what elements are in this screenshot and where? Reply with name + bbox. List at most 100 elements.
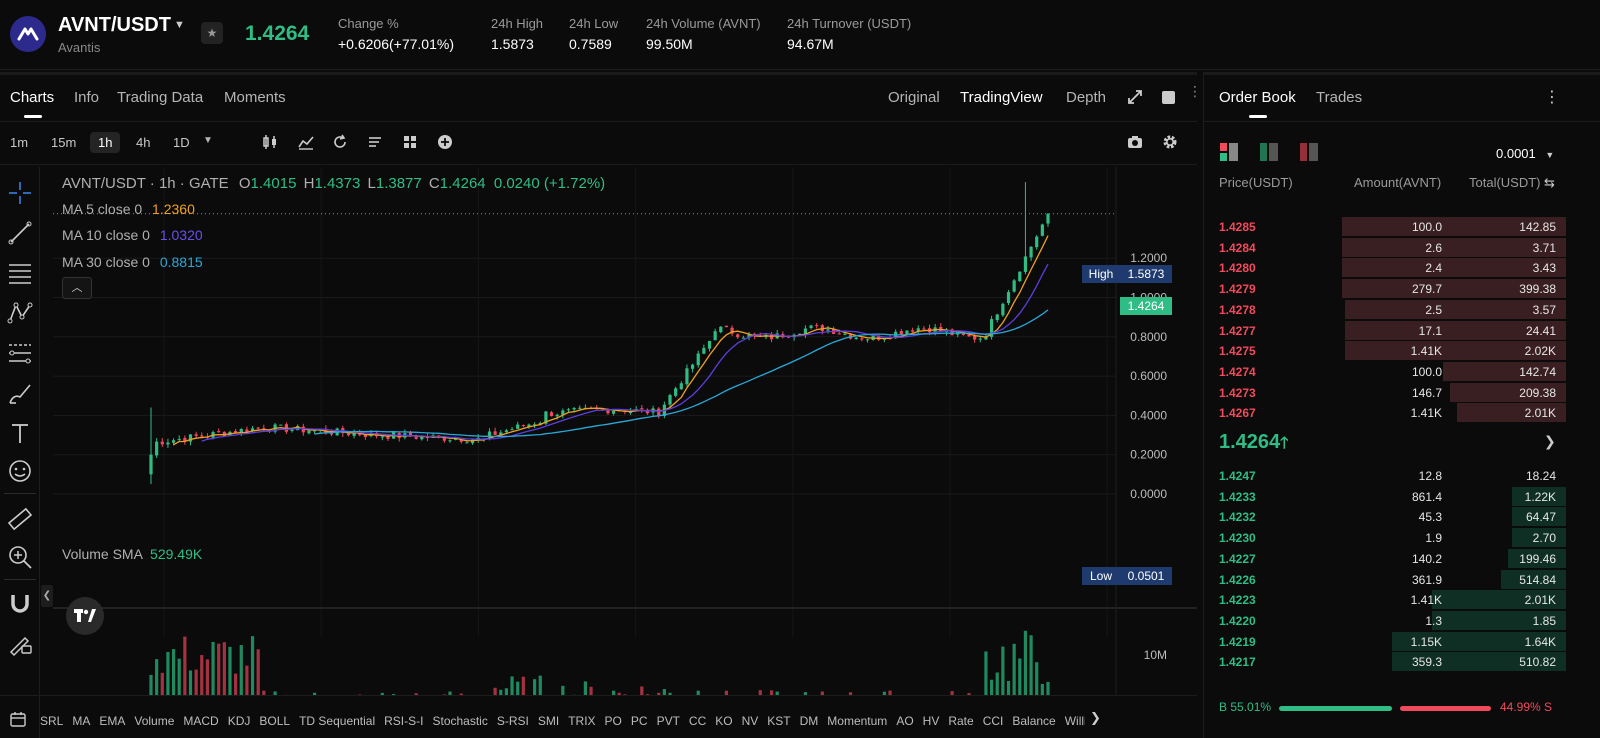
- bid-row[interactable]: 1.4226 361.9 514.84: [1204, 569, 1566, 589]
- tab-info[interactable]: Info: [74, 89, 100, 106]
- indicator-kst[interactable]: KST: [767, 714, 791, 728]
- collapse-legend-icon[interactable]: ︿: [62, 277, 92, 299]
- indicator-dm[interactable]: DM: [799, 714, 819, 728]
- bid-row[interactable]: 1.4217 359.3 510.82: [1204, 651, 1566, 672]
- indicator-trix[interactable]: TRIX: [568, 714, 596, 728]
- pair-name[interactable]: AVNT/USDT: [58, 14, 171, 36]
- indicator-nv[interactable]: NV: [741, 714, 759, 728]
- view-asks-icon[interactable]: [1300, 143, 1320, 166]
- horizontal-lines-icon[interactable]: [6, 259, 34, 287]
- ask-row[interactable]: 1.4267 1.41K 2.01K: [1204, 402, 1566, 423]
- precision-select[interactable]: 0.0001 ▼: [1496, 146, 1554, 161]
- indicator-volume[interactable]: Volume: [134, 714, 175, 728]
- bid-row[interactable]: 1.4247 12.8 18.24: [1204, 465, 1566, 485]
- indicator-balance[interactable]: Balance: [1012, 714, 1056, 728]
- indicator-stochastic[interactable]: Stochastic: [432, 714, 488, 728]
- emoji-icon[interactable]: [6, 457, 34, 485]
- brush-icon[interactable]: [6, 379, 34, 407]
- chevron-down-icon[interactable]: ▼: [174, 19, 185, 31]
- zoom-in-icon[interactable]: [6, 543, 34, 571]
- view-depth[interactable]: Depth: [1066, 89, 1107, 106]
- indicator-ko[interactable]: KO: [715, 714, 733, 728]
- chevron-right-icon[interactable]: ❯: [1090, 710, 1101, 725]
- tab-trading-data[interactable]: Trading Data: [117, 89, 204, 106]
- swap-icon[interactable]: ⇆: [1544, 175, 1555, 190]
- view-bids-icon[interactable]: [1260, 143, 1280, 166]
- favorite-star-icon[interactable]: ★: [201, 22, 223, 44]
- indicator-rate[interactable]: Rate: [948, 714, 974, 728]
- ask-row[interactable]: 1.4277 17.1 24.41: [1204, 320, 1566, 340]
- templates-icon[interactable]: [367, 134, 383, 155]
- tab-charts[interactable]: Charts: [10, 89, 55, 106]
- tradingview-logo-icon[interactable]: [66, 597, 104, 635]
- indicator-williams[interactable]: Williams: [1064, 714, 1085, 728]
- interval-1m[interactable]: 1m: [10, 135, 29, 150]
- ask-row[interactable]: 1.4285 100.0 142.85: [1204, 216, 1566, 236]
- bid-row[interactable]: 1.4230 1.9 2.70: [1204, 527, 1566, 548]
- interval-4h[interactable]: 4h: [136, 135, 151, 150]
- indicator-s-rsi[interactable]: S-RSI: [496, 714, 529, 728]
- fullscreen-icon[interactable]: [1162, 91, 1175, 104]
- bid-row[interactable]: 1.4227 140.2 199.46: [1204, 548, 1566, 568]
- ask-row[interactable]: 1.4275 1.41K 2.02K: [1204, 340, 1566, 361]
- indicator-cc[interactable]: CC: [688, 714, 707, 728]
- more-options-icon[interactable]: ⋮: [1544, 89, 1560, 106]
- bid-row[interactable]: 1.4232 45.3 64.47: [1204, 506, 1566, 527]
- indicator-pvt[interactable]: PVT: [656, 714, 680, 728]
- layout-grid-icon[interactable]: [402, 134, 418, 155]
- view-both-icon[interactable]: [1220, 143, 1240, 166]
- indicator-boll[interactable]: BOLL: [259, 714, 291, 728]
- view-original[interactable]: Original: [888, 89, 940, 106]
- camera-icon[interactable]: [1127, 134, 1143, 155]
- fib-icon[interactable]: [6, 339, 34, 367]
- drag-handle-icon[interactable]: ⋮: [1188, 83, 1202, 99]
- ruler-icon[interactable]: [6, 505, 34, 533]
- replay-icon[interactable]: [332, 134, 348, 155]
- ask-row[interactable]: 1.4273 146.7 209.38: [1204, 382, 1566, 402]
- interval-15m[interactable]: 15m: [51, 135, 77, 150]
- indicator-pc[interactable]: PC: [630, 714, 648, 728]
- interval-1h[interactable]: 1h: [90, 132, 121, 153]
- indicator-ao[interactable]: AO: [896, 714, 914, 728]
- text-tool-icon[interactable]: [6, 419, 34, 447]
- indicator-srl[interactable]: SRL: [40, 714, 64, 728]
- interval-1d[interactable]: 1D: [173, 135, 190, 150]
- indicator-kdj[interactable]: KDJ: [227, 714, 251, 728]
- lock-drawing-icon[interactable]: [6, 629, 34, 657]
- ask-row[interactable]: 1.4279 279.7 399.38: [1204, 278, 1566, 299]
- ask-row[interactable]: 1.4284 2.6 3.71: [1204, 237, 1566, 257]
- indicator-ema[interactable]: EMA: [99, 714, 126, 728]
- indicator-hv[interactable]: HV: [922, 714, 940, 728]
- view-tradingview[interactable]: TradingView: [960, 89, 1043, 106]
- indicator-po[interactable]: PO: [604, 714, 622, 728]
- bid-row[interactable]: 1.4223 1.41K 2.01K: [1204, 589, 1566, 610]
- pattern-icon[interactable]: [6, 299, 34, 327]
- add-icon[interactable]: [437, 134, 453, 155]
- tab-trades[interactable]: Trades: [1316, 89, 1363, 106]
- calendar-icon[interactable]: [10, 711, 26, 732]
- indicator-macd[interactable]: MACD: [183, 714, 219, 728]
- collapse-toolbar-icon[interactable]: ❮: [41, 585, 53, 607]
- crosshair-icon[interactable]: [6, 179, 34, 207]
- bid-row[interactable]: 1.4219 1.15K 1.64K: [1204, 631, 1566, 651]
- bid-row[interactable]: 1.4233 861.4 1.22K: [1204, 486, 1566, 506]
- indicator-td-sequential[interactable]: TD Sequential: [299, 714, 376, 728]
- interval-dropdown-icon[interactable]: ▼: [203, 135, 213, 146]
- expand-icon[interactable]: [1127, 89, 1143, 110]
- magnet-icon[interactable]: [6, 589, 34, 617]
- ask-row[interactable]: 1.4280 2.4 3.43: [1204, 257, 1566, 278]
- settings-gear-icon[interactable]: [1162, 134, 1178, 155]
- bid-row[interactable]: 1.4220 1.3 1.85: [1204, 610, 1566, 630]
- ask-row[interactable]: 1.4278 2.5 3.57: [1204, 299, 1566, 319]
- indicator-ma[interactable]: MA: [72, 714, 91, 728]
- candle-type-icon[interactable]: [262, 134, 278, 155]
- trend-line-icon[interactable]: [6, 219, 34, 247]
- ask-row[interactable]: 1.4274 100.0 142.74: [1204, 361, 1566, 381]
- indicator-cci[interactable]: CCI: [982, 714, 1004, 728]
- indicator-smi[interactable]: SMI: [537, 714, 560, 728]
- price-chart[interactable]: 0.00000.20000.40000.60000.80001.00001.20…: [41, 167, 1197, 695]
- indicators-icon[interactable]: [298, 134, 314, 155]
- tab-moments[interactable]: Moments: [224, 89, 286, 106]
- chevron-right-icon[interactable]: ❯: [1544, 433, 1556, 449]
- indicator-momentum[interactable]: Momentum: [827, 714, 888, 728]
